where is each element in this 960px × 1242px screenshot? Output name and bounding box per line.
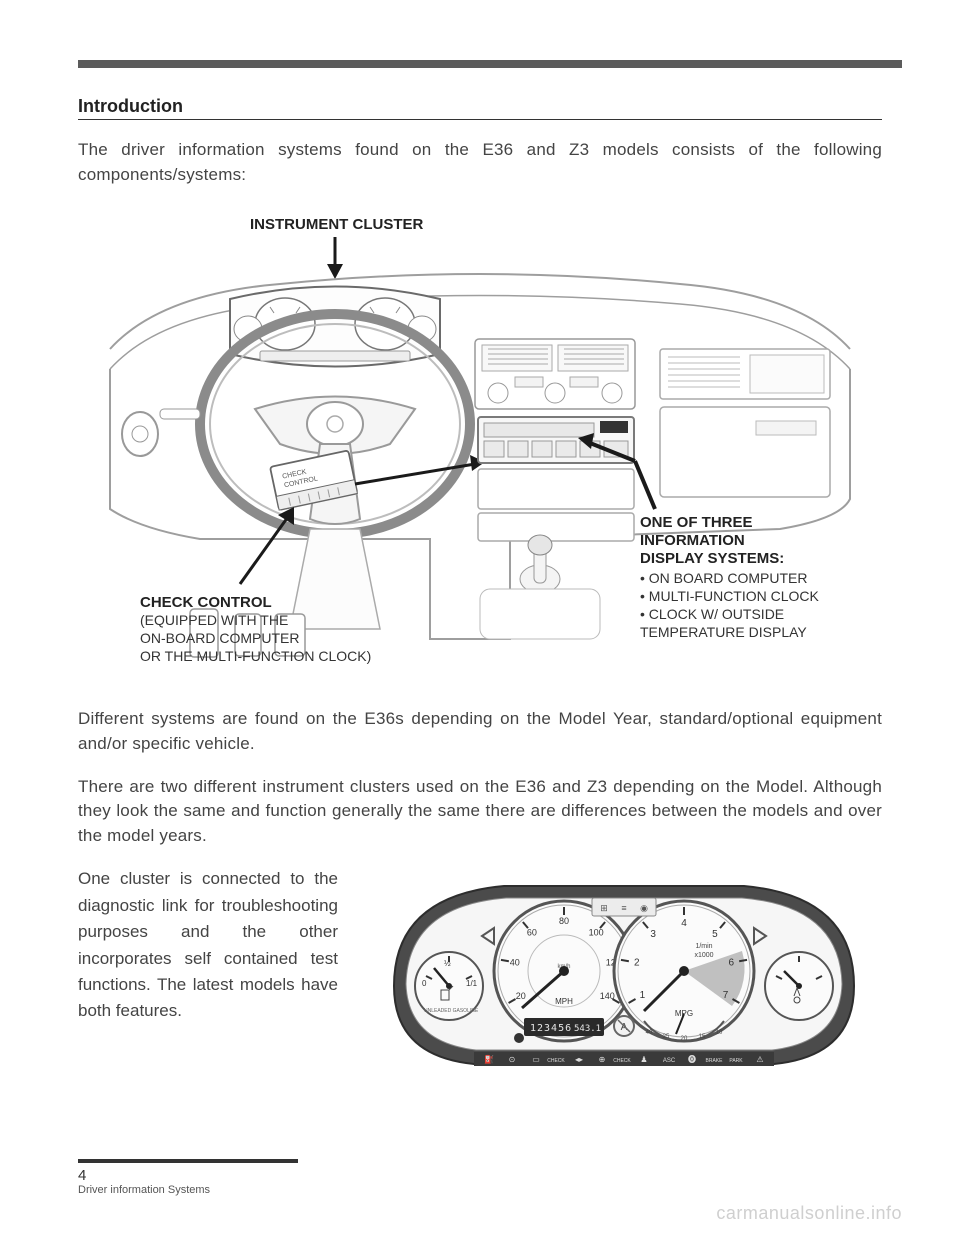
- svg-text:x1000: x1000: [694, 952, 713, 959]
- page-footer: 4 Driver information Systems: [78, 1159, 298, 1196]
- svg-text:3: 3: [650, 930, 656, 941]
- svg-text:10: 10: [716, 1030, 723, 1036]
- svg-text:⊙: ⊙: [509, 1055, 516, 1064]
- paragraph-3: There are two different instrument clust…: [78, 775, 882, 849]
- svg-text:♟: ♟: [640, 1055, 647, 1064]
- svg-text:5: 5: [712, 930, 718, 941]
- svg-text:80: 80: [559, 916, 569, 926]
- svg-text:DISPLAY SYSTEMS:: DISPLAY SYSTEMS:: [640, 550, 784, 567]
- footer-title: Driver information Systems: [78, 1184, 298, 1196]
- svg-text:15: 15: [699, 1034, 706, 1040]
- top-rule: [78, 60, 902, 68]
- svg-text:20: 20: [516, 991, 526, 1001]
- svg-text:140: 140: [600, 991, 615, 1001]
- page-number: 4: [78, 1167, 298, 1184]
- svg-text:⓿: ⓿: [688, 1055, 696, 1064]
- svg-text:ONE OF THREE: ONE OF THREE: [640, 514, 753, 531]
- svg-text:PARK: PARK: [729, 1058, 743, 1064]
- svg-text:⛽: ⛽: [484, 1054, 494, 1064]
- svg-text:6: 6: [728, 958, 734, 969]
- svg-text:◉: ◉: [640, 903, 648, 913]
- svg-text:0: 0: [422, 979, 427, 988]
- svg-text:⊞: ⊞: [600, 903, 608, 913]
- svg-text:ON-BOARD COMPUTER: ON-BOARD COMPUTER: [140, 630, 299, 646]
- svg-text:25: 25: [663, 1034, 670, 1040]
- svg-text:½: ½: [444, 959, 451, 968]
- dashboard-diagram: INSTRUMENT CLUSTER: [78, 209, 882, 689]
- paragraph-2: Different systems are found on the E36s …: [78, 707, 882, 756]
- svg-text:40: 40: [646, 1030, 653, 1036]
- watermark: carmanualsonline.info: [716, 1203, 902, 1224]
- svg-text:≡: ≡: [621, 903, 626, 913]
- svg-text:40: 40: [510, 958, 520, 968]
- section-heading: Introduction: [78, 96, 882, 120]
- svg-text:CHECK: CHECK: [613, 1058, 631, 1064]
- svg-text:CHECK: CHECK: [547, 1058, 565, 1064]
- svg-text:1: 1: [640, 990, 646, 1001]
- label-instrument-cluster: INSTRUMENT CLUSTER: [250, 216, 423, 233]
- svg-text:• MULTI-FUNCTION CLOCK: • MULTI-FUNCTION CLOCK: [640, 588, 820, 604]
- svg-text:TEMPERATURE DISPLAY: TEMPERATURE DISPLAY: [640, 624, 807, 640]
- paragraph-4: One cluster is connected to the diagnost…: [78, 866, 338, 1024]
- svg-text:▭: ▭: [532, 1055, 540, 1064]
- svg-text:• ON BOARD COMPUTER: • ON BOARD COMPUTER: [640, 570, 807, 586]
- svg-text:CHECK CONTROL: CHECK CONTROL: [140, 594, 272, 611]
- svg-text:60: 60: [527, 928, 537, 938]
- svg-text:OR THE MULTI-FUNCTION CLOCK): OR THE MULTI-FUNCTION CLOCK): [140, 648, 371, 664]
- intro-paragraph: The driver information systems found on …: [78, 138, 882, 187]
- svg-text:⚠: ⚠: [756, 1055, 763, 1064]
- svg-text:1/min: 1/min: [695, 943, 712, 950]
- svg-text:100: 100: [589, 928, 604, 938]
- instrument-cluster-figure: 0 ½ 1/1 UNLEADED GASOLINE: [366, 866, 882, 1076]
- svg-text:(EQUIPPED WITH THE: (EQUIPPED WITH THE: [140, 612, 288, 628]
- svg-text:◂▸: ◂▸: [575, 1055, 583, 1064]
- svg-text:2: 2: [634, 958, 640, 969]
- svg-text:ASC: ASC: [663, 1058, 676, 1064]
- svg-text:543.1: 543.1: [574, 1024, 601, 1034]
- svg-text:BRAKE: BRAKE: [706, 1058, 724, 1064]
- svg-text:• CLOCK W/ OUTSIDE: • CLOCK W/ OUTSIDE: [640, 606, 784, 622]
- svg-text:UNLEADED GASOLINE: UNLEADED GASOLINE: [424, 1008, 479, 1014]
- svg-text:7: 7: [723, 990, 729, 1001]
- svg-text:INFORMATION: INFORMATION: [640, 532, 745, 549]
- svg-text:1/1: 1/1: [466, 979, 478, 988]
- svg-text:4: 4: [681, 918, 687, 929]
- svg-text:123456: 123456: [530, 1023, 572, 1034]
- svg-text:⊕: ⊕: [599, 1055, 606, 1064]
- label-info-display: ONE OF THREE INFORMATION DISPLAY SYSTEMS…: [640, 514, 820, 640]
- svg-text:MPH: MPH: [555, 997, 573, 1006]
- svg-text:20: 20: [681, 1036, 688, 1042]
